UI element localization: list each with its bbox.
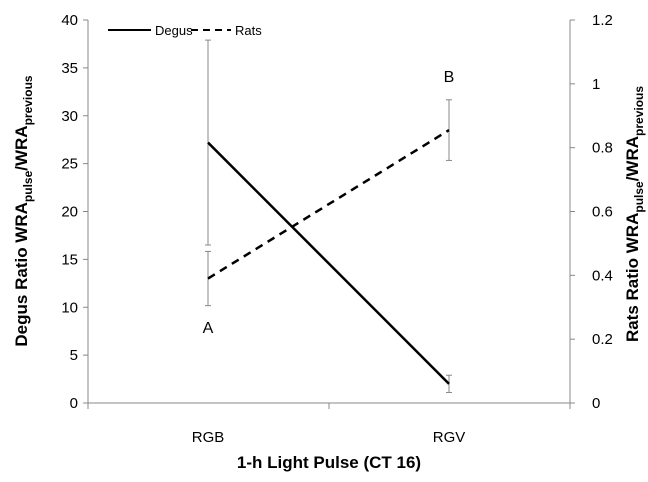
right-y-axis-title-sep: /WRA <box>623 136 642 181</box>
x-category-label: RGV <box>433 429 466 446</box>
x-axis-ticks: RGB RGV <box>87 403 571 446</box>
left-y-axis-title-sub1: pulse <box>21 170 35 202</box>
x-category-label: RGB <box>192 429 225 446</box>
left-y-tick-label: 10 <box>61 299 78 316</box>
right-y-axis-title: Rats Ratio WRApulse/WRAprevious <box>623 86 646 342</box>
right-y-axis-title-sub2: previous <box>632 86 646 136</box>
annotation-label-b: B <box>444 69 455 86</box>
left-y-tick-label: 30 <box>61 108 78 125</box>
left-y-tick-label: 25 <box>61 156 78 173</box>
right-y-tick-label: 0 <box>592 395 600 412</box>
right-y-tick-label: 1.2 <box>592 12 613 29</box>
right-y-axis-title-sub1: pulse <box>632 181 646 213</box>
legend: Degus Rats <box>108 23 262 38</box>
series-layer <box>205 39 452 393</box>
series-line-rats <box>207 129 450 280</box>
right-y-tick-label: 1 <box>592 76 600 93</box>
series-degus <box>205 39 452 393</box>
right-y-tick-label: 0.2 <box>592 331 613 348</box>
legend-label-degus: Degus <box>155 23 193 38</box>
right-y-axis-ticks: 0 0.2 0.4 0.6 0.8 1 1.2 <box>570 12 613 412</box>
annotation-label-a: A <box>203 320 214 337</box>
left-y-axis-title-sep: /WRA <box>12 125 31 170</box>
right-y-axis-title-main: Rats Ratio WRA <box>623 213 642 342</box>
x-axis-title: 1-h Light Pulse (CT 16) <box>237 453 421 472</box>
left-y-axis-title-main: Degus Ratio WRA <box>12 202 31 347</box>
left-y-tick-label: 35 <box>61 60 78 77</box>
left-y-axis-title: Degus Ratio WRApulse/WRAprevious <box>12 75 35 347</box>
series-rats <box>205 99 452 307</box>
left-y-axis-title-sub2: previous <box>21 75 35 125</box>
left-y-tick-label: 15 <box>61 251 78 268</box>
right-y-tick-label: 0.8 <box>592 140 613 157</box>
left-y-tick-label: 40 <box>61 12 78 29</box>
left-y-axis-ticks: 0 5 10 15 20 25 30 35 40 <box>61 12 88 412</box>
left-y-tick-label: 20 <box>61 204 78 221</box>
left-y-tick-label: 0 <box>70 395 78 412</box>
annotation-layer: AB <box>203 69 455 337</box>
series-line-degus <box>207 141 450 385</box>
right-y-tick-label: 0.4 <box>592 267 613 284</box>
legend-label-rats: Rats <box>235 23 262 38</box>
left-y-tick-label: 5 <box>70 347 78 364</box>
right-y-tick-label: 0.6 <box>592 204 613 221</box>
